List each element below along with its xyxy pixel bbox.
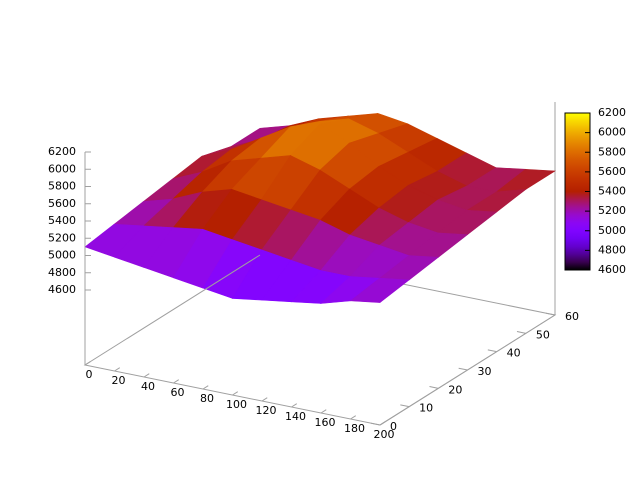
colorbar-tick-label: 4600 bbox=[598, 263, 626, 276]
x-tick-label: 180 bbox=[344, 422, 365, 435]
z-tick-label: 5800 bbox=[48, 180, 76, 193]
y-tick bbox=[487, 349, 497, 353]
z-tick-label: 4800 bbox=[48, 266, 76, 279]
y-tick-label: 20 bbox=[448, 383, 462, 396]
y-tick bbox=[371, 422, 381, 426]
x-tick-label: 40 bbox=[141, 380, 155, 393]
y-tick-label: 50 bbox=[536, 328, 550, 341]
y-tick bbox=[546, 312, 556, 316]
z-tick-label: 5200 bbox=[48, 231, 76, 244]
surface-cell bbox=[349, 277, 410, 303]
z-tick-label: 4600 bbox=[48, 283, 76, 296]
colorbar-tick-label: 5000 bbox=[598, 224, 626, 237]
y-tick bbox=[516, 331, 526, 334]
colorbar-tick-label: 6200 bbox=[598, 106, 626, 119]
z-tick-label: 5000 bbox=[48, 249, 76, 262]
x-tick-label: 120 bbox=[256, 404, 277, 417]
colorbar-tick-label: 5200 bbox=[598, 204, 626, 217]
x-tick-label: 140 bbox=[285, 410, 306, 423]
z-tick-label: 6200 bbox=[48, 145, 76, 158]
y-tick-label: 60 bbox=[565, 310, 579, 323]
y-tick-label: 30 bbox=[478, 365, 492, 378]
x-tick-label: 160 bbox=[315, 416, 336, 429]
colorbar-tick-label: 5800 bbox=[598, 145, 626, 158]
y-tick-label: 0 bbox=[390, 420, 397, 433]
z-tick-label: 5400 bbox=[48, 214, 76, 227]
y-tick bbox=[429, 386, 439, 389]
x-tick bbox=[291, 403, 298, 408]
z-tick-label: 6000 bbox=[48, 162, 76, 175]
colorbar-tick-label: 5400 bbox=[598, 185, 626, 198]
x-tick bbox=[232, 391, 239, 396]
x-tick-label: 200 bbox=[374, 428, 395, 441]
x-tick bbox=[173, 379, 180, 384]
y-tick bbox=[400, 404, 410, 408]
x-tick bbox=[379, 421, 386, 426]
x-tick bbox=[84, 361, 91, 366]
x-tick-label: 60 bbox=[171, 386, 185, 399]
y-tick bbox=[458, 367, 468, 371]
x-tick bbox=[114, 367, 121, 372]
colorbar-tick-label: 5600 bbox=[598, 165, 626, 178]
x-tick-label: 100 bbox=[226, 398, 247, 411]
x-tick-label: 80 bbox=[200, 392, 214, 405]
x-tick bbox=[143, 373, 150, 378]
x-tick-label: 0 bbox=[86, 368, 93, 381]
y-tick-label: 10 bbox=[419, 402, 433, 415]
colorbar-tick-label: 4800 bbox=[598, 243, 626, 256]
x-tick bbox=[320, 409, 327, 414]
x-tick-label: 20 bbox=[112, 374, 126, 387]
x-tick bbox=[350, 415, 357, 420]
y-tick-label: 40 bbox=[507, 347, 521, 360]
z-tick-label: 5600 bbox=[48, 197, 76, 210]
colorbar-tick-label: 6000 bbox=[598, 126, 626, 139]
x-tick bbox=[202, 385, 209, 390]
x-tick bbox=[261, 397, 268, 402]
